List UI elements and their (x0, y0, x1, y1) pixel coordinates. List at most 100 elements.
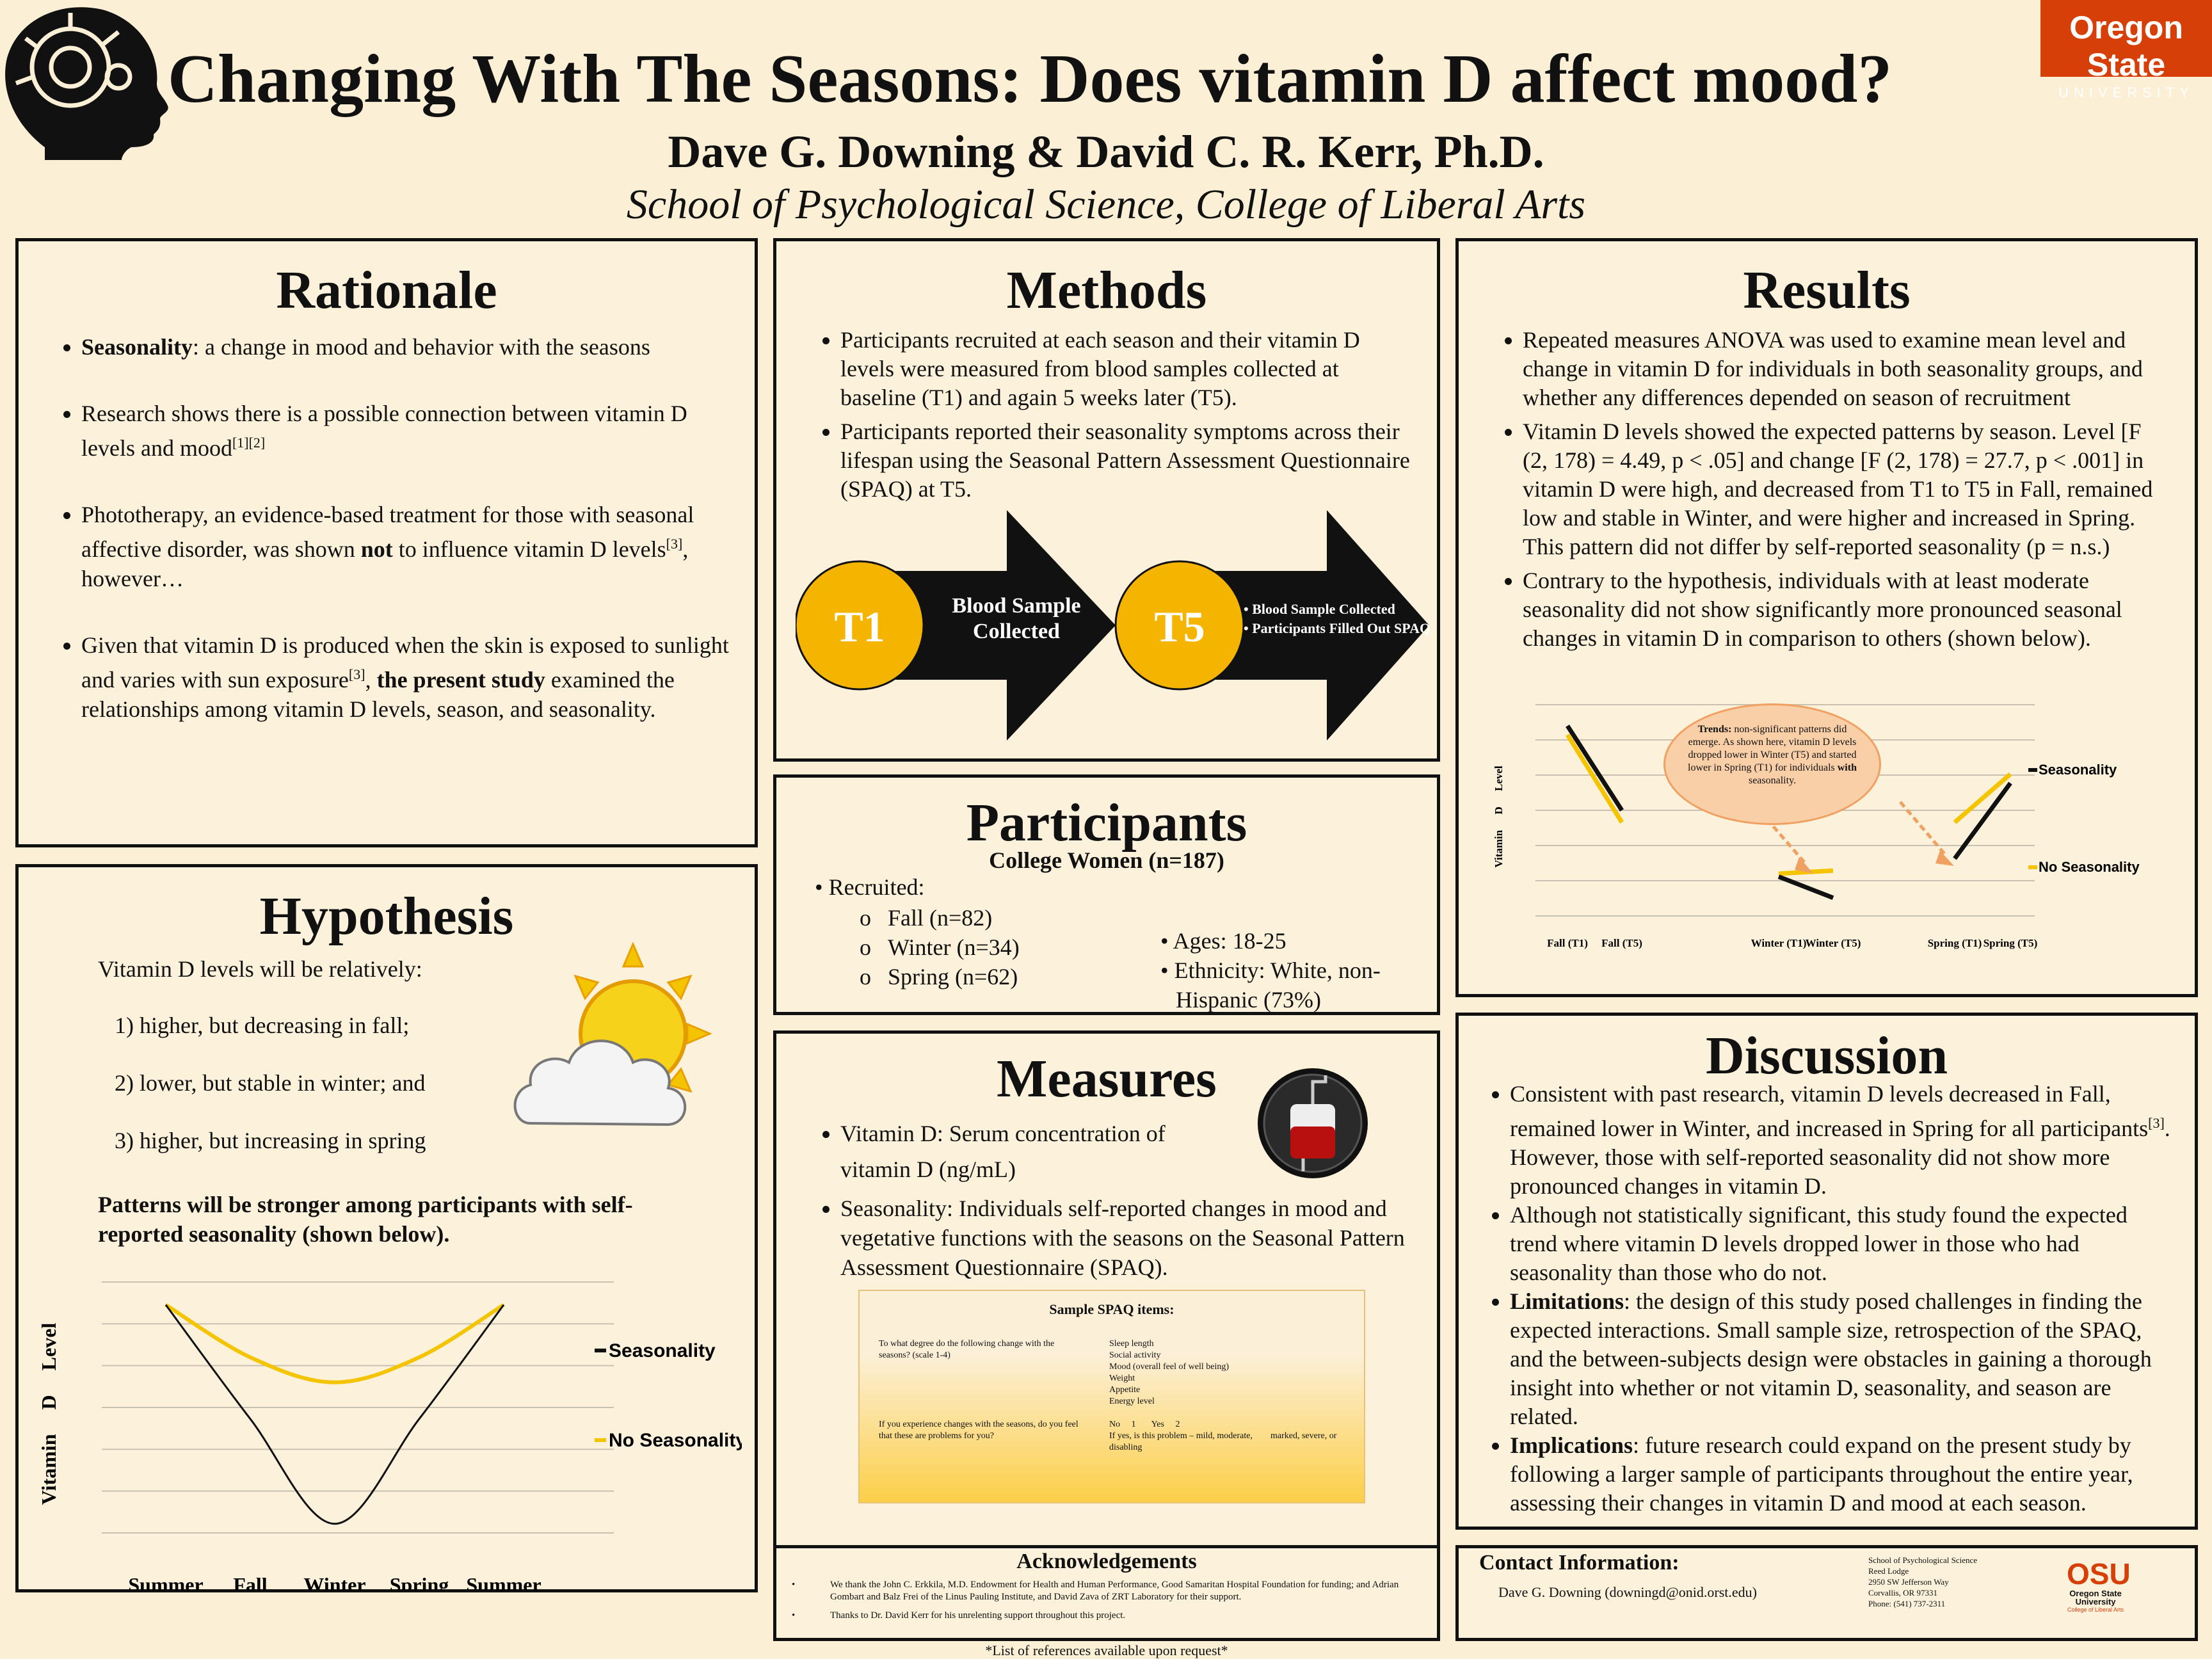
series-segment-no-seasonality (1566, 733, 1624, 824)
acknowledgements-panel: Acknowledgements • We thank the John C. E… (773, 1545, 1440, 1641)
legend-label: No Seasonality (2039, 859, 2140, 875)
y-axis-label: Vitamin D Level (38, 1323, 60, 1505)
series-line-seasonality (164, 1304, 505, 1525)
trends-callout: Trends: non-significant patterns did eme… (1663, 703, 1881, 825)
osu-logo-sub: UNIVERSITY (2058, 84, 2195, 100)
hypothesis-3: 3) higher, but increasing in spring (115, 1128, 426, 1153)
measures-bullet-2: Seasonality: Individuals self-reported c… (840, 1194, 1418, 1282)
rationale-bullet-4: Given that vitamin D is produced when th… (81, 630, 735, 724)
osu-cla-logo-college: College of Liberal Arts (2067, 1607, 2124, 1613)
ack-title: Acknowledgements (1016, 1550, 1197, 1573)
legend-label: Seasonality (609, 1340, 716, 1361)
measures-panel: Measures Vitamin D: Serum concentration … (773, 1030, 1440, 1558)
methods-list: Participants recruited at each season an… (796, 326, 1418, 541)
measures-title: Measures (997, 1049, 1217, 1109)
discussion-bullet-2: Although not statistically significant, … (1510, 1201, 2177, 1287)
spaq-question-1: To what degree do the following change w… (879, 1339, 1055, 1360)
spaq-q1-items: Sleep length Social activity Mood (overall… (1109, 1339, 1229, 1406)
hypothesis-1: 1) higher, but decreasing in fall; (115, 1013, 410, 1038)
poster-title: Changing With The Seasons: Does vitamin … (168, 41, 1893, 117)
osu-cla-logo-name: Oregon State (2069, 1589, 2122, 1598)
participants-panel: Participants College Women (n=187) • Rec… (773, 774, 1440, 1015)
contact-title: Contact Information: (1479, 1551, 1679, 1575)
discussion-title: Discussion (1705, 1026, 1948, 1086)
x-tick-label: Fall (233, 1573, 267, 1591)
contact-address: School of Psychological Science Reed Lodg… (1868, 1555, 1978, 1608)
series-line-no-seasonality (164, 1303, 505, 1384)
osu-logo: Oregon State UNIVERSITY (2040, 0, 2212, 100)
osu-cla-logo-name2: University (2075, 1597, 2116, 1607)
hypothesis-intro: Vitamin D levels will be relatively: (98, 956, 422, 982)
rationale-title: Rationale (276, 260, 497, 320)
methods-bullet-2: Participants reported their seasonality … (840, 417, 1418, 504)
legend-label: No Seasonality (609, 1430, 742, 1451)
osu-cla-logo-mark: OSU (2067, 1557, 2131, 1591)
results-list: Repeated measures ANOVA was used to exam… (1478, 326, 2172, 690)
t1-arrow (885, 510, 1116, 741)
discussion-bullet-1: Consistent with past research, vitamin D… (1510, 1080, 2177, 1201)
methods-title: Methods (1006, 260, 1207, 320)
participants-groups: o Fall (n=82) o Winter (n=34) o Spring (n=6… (860, 905, 1020, 990)
series-segment-no-seasonality (1953, 772, 2012, 824)
results-chart: Fall (T1) Fall (T5) Winter (T1)Winter (T5)… (1493, 704, 2140, 949)
series-segment-seasonality (1953, 781, 2012, 860)
callout-arrowhead (1795, 857, 1813, 874)
sun-cloud-icon (513, 942, 712, 1126)
spaq-q2-answers: No 1 Yes 2 If yes, is this problem – mild… (1109, 1420, 1339, 1452)
osu-cla-logo: OSU Oregon State University College of L… (2067, 1557, 2131, 1614)
x-tick-label: Winter (T5) (1806, 937, 1861, 949)
callout-arrowhead (1936, 851, 1954, 866)
series-segment-seasonality (1777, 874, 1834, 900)
timeline-diagram: T1 Blood Sample Collected T5 • Blood Sam… (796, 510, 1429, 741)
x-tick-label: Fall (T5) (1601, 937, 1642, 949)
participants-recruited: • Recruited: (815, 874, 925, 900)
t1-circle (796, 560, 925, 691)
osu-logo-name: Oregon State (2069, 10, 2183, 83)
x-tick-label: Winter (T1) (1751, 937, 1807, 949)
results-panel: Results Repeated measures ANOVA was used… (1455, 238, 2198, 997)
rationale-bullet-1: Seasonality: a change in mood and behavi… (81, 332, 735, 362)
rationale-list: Seasonality: a change in mood and behavi… (36, 332, 735, 761)
y-axis-label: Vitamin D Level (1493, 765, 1505, 868)
participants-title: Participants (966, 793, 1247, 853)
head-gears-logo-icon (5, 7, 168, 160)
hypothesis-panel: Hypothesis Vitamin D levels will be rela… (15, 864, 758, 1592)
x-tick-label: Spring (T5) (1984, 937, 2038, 949)
hypothesis-patterns: Patterns will be stronger among particip… (98, 1192, 633, 1247)
spaq-question-2: If you experience changes with the seaso… (879, 1420, 1078, 1441)
participants-demographics: • Ages: 18-25 • Ethnicity: White, non- H… (1160, 928, 1381, 1013)
x-tick-label: Fall (T1) (1547, 937, 1588, 949)
methods-panel: Methods Participants recruited at each s… (773, 238, 1440, 762)
blood-bag-icon (1258, 1068, 1368, 1178)
results-title: Results (1743, 260, 1911, 320)
hypothesis-chart: Summer Fall Winter Spring Summer Vitamin D Le… (38, 1281, 742, 1591)
discussion-bullet-4: Implications: future research could expa… (1510, 1431, 2177, 1518)
spaq-sample-box: Sample SPAQ items: To what degree do the… (858, 1290, 1365, 1503)
rationale-panel: Rationale Seasonality: a change in mood … (15, 238, 758, 847)
measures-list: Vitamin D: Serum concentration ofvitamin… (796, 1116, 1418, 1319)
spaq-title: Sample SPAQ items: (1049, 1301, 1174, 1317)
legend-label: Seasonality (2039, 762, 2117, 778)
t5-circle (1114, 560, 1245, 691)
contact-panel: Contact Information: Dave G. Downing (do… (1455, 1545, 2198, 1641)
results-bullet-1: Repeated measures ANOVA was used to exam… (1523, 326, 2172, 412)
x-tick-label: Summer (128, 1573, 203, 1591)
t5-arrow (1205, 510, 1429, 741)
measures-bullet-1: Vitamin D: Serum concentration ofvitamin… (840, 1116, 1199, 1187)
participants-subtitle: College Women (n=187) (989, 847, 1224, 873)
ack-list: • We thank the John C. Erkkila, M.D. Endo… (792, 1580, 1399, 1621)
rationale-bullet-3: Phototherapy, an evidence-based treatmen… (81, 500, 735, 593)
hypothesis-2: 2) lower, but stable in winter; and (115, 1070, 426, 1096)
x-tick-label: Spring (390, 1573, 449, 1591)
t5-label: T5 (1154, 602, 1205, 651)
x-tick-label: Spring (T1) (1928, 937, 1982, 949)
rationale-bullet-2: Research shows there is a possible conne… (81, 399, 735, 463)
series-segment-no-seasonality (1778, 868, 1834, 876)
x-tick-label: Winter (303, 1573, 365, 1591)
t1-label: T1 (834, 602, 885, 651)
t1-text: Blood Sample Collected (952, 594, 1081, 643)
authors: Dave G. Downing & David C. R. Kerr, Ph.D… (668, 126, 1544, 177)
discussion-list: Consistent with past research, vitamin D… (1465, 1080, 2177, 1518)
discussion-panel: Discussion Consistent with past research… (1455, 1013, 2198, 1530)
hypothesis-title: Hypothesis (259, 886, 514, 946)
